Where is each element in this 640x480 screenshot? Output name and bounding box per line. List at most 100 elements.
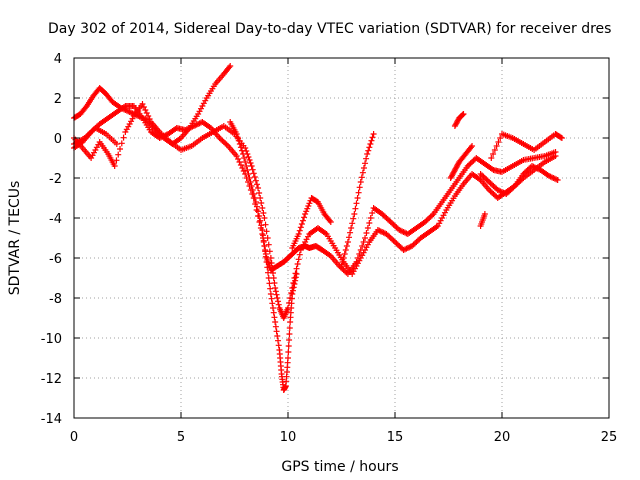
y-tick-label: -6	[49, 252, 62, 267]
data-point	[348, 225, 355, 231]
data-point	[262, 221, 269, 228]
data-point	[140, 104, 147, 110]
x-tick-label: 0	[70, 430, 78, 445]
data-point	[365, 147, 372, 154]
data-point	[245, 154, 252, 160]
plot-frame	[73, 57, 610, 419]
data-point	[261, 215, 268, 221]
data-point	[292, 274, 299, 281]
y-tick-labels: -14 -12 -10 -8 -6 -4 -2 0 2 4	[41, 52, 62, 427]
data-point	[249, 166, 256, 173]
data-point	[338, 263, 345, 269]
data-point	[558, 135, 565, 141]
data-point	[342, 247, 349, 253]
data-point	[253, 203, 260, 210]
data-point	[260, 237, 267, 244]
axis-ticks	[73, 57, 610, 419]
data-point	[306, 200, 313, 207]
data-point	[275, 342, 282, 349]
data-point	[339, 259, 346, 265]
data-point	[293, 271, 300, 277]
x-tick-label: 15	[387, 430, 404, 445]
data-point	[493, 143, 500, 149]
data-point	[249, 187, 256, 193]
data-point	[363, 155, 370, 162]
data-point	[235, 137, 242, 144]
y-tick-label: 0	[54, 132, 62, 147]
data-point	[253, 181, 260, 188]
data-point	[265, 275, 272, 281]
data-point	[271, 314, 278, 321]
data-point	[360, 165, 367, 171]
data-point	[275, 337, 282, 344]
data-point	[358, 174, 365, 181]
data-point	[237, 162, 244, 168]
data-point	[227, 63, 234, 69]
data-point	[267, 291, 274, 297]
data-point	[274, 333, 281, 339]
data-point	[257, 217, 264, 224]
data-point	[238, 147, 245, 154]
data-point	[247, 179, 254, 185]
data-point	[113, 157, 120, 164]
data-point	[347, 229, 354, 236]
y-tick-label: -12	[41, 372, 62, 387]
data-point	[118, 140, 125, 147]
data-point	[272, 323, 279, 330]
data-point	[293, 265, 300, 272]
data-point	[286, 325, 293, 331]
data-point	[257, 195, 264, 201]
data-point	[263, 259, 270, 265]
data-point	[240, 151, 247, 157]
data-point	[245, 171, 252, 177]
data-point	[274, 295, 281, 301]
data-point	[263, 228, 270, 235]
data-point	[237, 144, 244, 151]
data-point	[367, 215, 374, 221]
x-axis-label: GPS time / hours	[281, 459, 398, 475]
data-point	[292, 277, 299, 284]
data-point	[113, 141, 120, 147]
data-point	[469, 143, 476, 149]
data-point	[349, 220, 356, 227]
data-point	[340, 255, 347, 261]
data-point	[303, 208, 310, 215]
data-point	[289, 291, 296, 297]
data-point	[467, 144, 474, 151]
data-point	[364, 225, 371, 231]
data-point	[554, 177, 561, 183]
data-point	[250, 191, 257, 197]
x-tick-labels: 0 5 10 15 20 25	[70, 430, 617, 445]
data-point	[343, 243, 350, 249]
data-point	[370, 131, 377, 137]
data-point	[261, 243, 268, 249]
data-point	[552, 153, 559, 159]
data-point	[266, 280, 273, 287]
data-point	[460, 111, 467, 117]
data-point	[252, 199, 259, 205]
data-point	[359, 243, 366, 249]
data-point	[234, 134, 241, 141]
data-point	[115, 151, 122, 158]
data-point	[120, 134, 127, 141]
data-point	[260, 210, 267, 216]
data-point	[258, 222, 265, 229]
data-point	[366, 144, 373, 151]
data-point	[268, 295, 275, 302]
data-point	[273, 328, 280, 335]
data-point	[304, 205, 311, 212]
data-point	[344, 239, 351, 245]
data-point	[251, 174, 258, 180]
chart-title: Day 302 of 2014, Sidereal Day-to-day VTE…	[48, 21, 611, 37]
data-point	[286, 331, 293, 337]
data-point	[366, 220, 373, 226]
data-point	[369, 210, 376, 216]
data-point	[243, 163, 250, 169]
data-point	[296, 251, 303, 258]
data-point	[305, 203, 312, 209]
x-tick-label: 20	[494, 430, 511, 445]
data-point	[354, 195, 361, 201]
data-point	[294, 261, 301, 267]
data-point	[270, 305, 277, 311]
